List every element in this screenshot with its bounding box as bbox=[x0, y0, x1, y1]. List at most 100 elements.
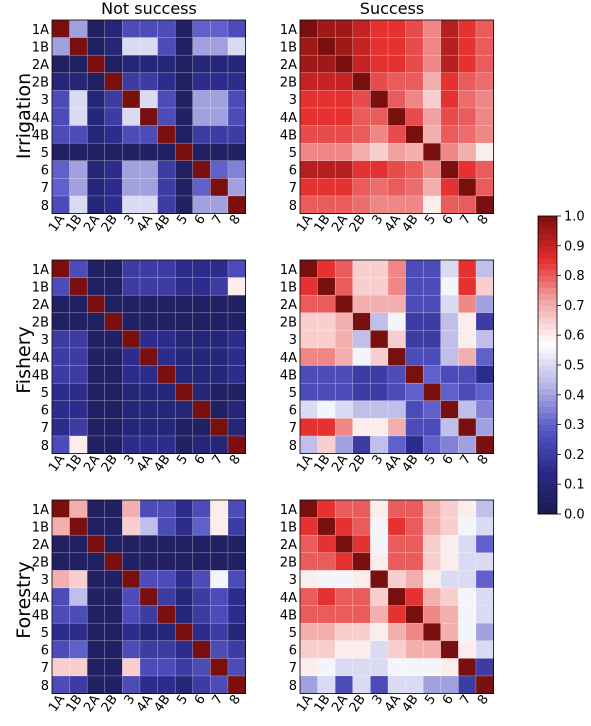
heatmap-cell bbox=[317, 142, 336, 162]
heatmap-cell bbox=[69, 330, 88, 349]
heatmap-cell bbox=[370, 259, 389, 278]
heatmap-cell bbox=[299, 72, 318, 91]
y-tick-label: 1A bbox=[280, 263, 297, 278]
heatmap-cell bbox=[299, 499, 318, 518]
heatmap-cell bbox=[139, 90, 158, 109]
heatmap-cell bbox=[174, 312, 194, 331]
heatmap-cell bbox=[440, 622, 459, 642]
heatmap-cell bbox=[139, 178, 158, 197]
heatmap-cell bbox=[104, 160, 123, 179]
heatmap-cell bbox=[352, 499, 371, 518]
heatmap-cell bbox=[405, 382, 424, 402]
heatmap-cell bbox=[405, 125, 424, 144]
heatmap-cell bbox=[157, 54, 176, 74]
heatmap-cell bbox=[458, 499, 477, 518]
heatmap-cell bbox=[86, 517, 106, 536]
heatmap-cell bbox=[317, 499, 336, 518]
heatmap-cell bbox=[458, 54, 477, 74]
heatmap-cell bbox=[227, 125, 246, 144]
heatmap-cell bbox=[122, 499, 141, 518]
heatmap-cell bbox=[475, 435, 494, 454]
y-tick-label: 3 bbox=[289, 573, 297, 588]
heatmap-cell bbox=[192, 294, 211, 314]
heatmap-cell bbox=[440, 107, 459, 126]
heatmap-cell bbox=[122, 347, 141, 366]
heatmap-cell bbox=[69, 517, 88, 536]
heatmap-cell bbox=[352, 552, 371, 571]
heatmap-cell bbox=[122, 37, 141, 56]
heatmap-cell bbox=[475, 658, 494, 677]
heatmap-cell bbox=[69, 622, 88, 642]
heatmap-cell bbox=[458, 418, 477, 437]
heatmap-cell bbox=[352, 365, 371, 384]
heatmap-cell bbox=[51, 605, 70, 624]
heatmap-cell bbox=[69, 107, 88, 126]
heatmap-cell bbox=[299, 178, 318, 197]
panel-frame bbox=[51, 259, 247, 455]
heatmap-cell bbox=[405, 435, 424, 454]
heatmap-cell bbox=[210, 72, 229, 91]
heatmap-cell bbox=[299, 400, 318, 419]
heatmap-cell bbox=[174, 294, 194, 314]
heatmap-cell bbox=[210, 125, 229, 144]
heatmap-cell bbox=[104, 365, 123, 384]
heatmap-cell bbox=[122, 534, 141, 554]
heatmap-cell bbox=[317, 90, 336, 109]
heatmap-cell bbox=[334, 347, 354, 366]
heatmap-cell bbox=[69, 435, 88, 454]
heatmap-cell bbox=[210, 160, 229, 179]
heatmap-cell bbox=[174, 347, 194, 366]
x-tick-label: 4B bbox=[152, 692, 174, 715]
heatmap-cell bbox=[440, 72, 459, 91]
heatmap-cell bbox=[440, 658, 459, 677]
heatmap-cell bbox=[227, 107, 246, 126]
heatmap-cell bbox=[475, 499, 494, 518]
colorbar-band bbox=[538, 359, 557, 366]
y-tick-label: 4A bbox=[280, 351, 297, 366]
heatmap-cell bbox=[334, 499, 354, 518]
heatmap-cell bbox=[69, 605, 88, 624]
heatmap-cell bbox=[192, 675, 211, 694]
colorbar-band bbox=[538, 460, 557, 467]
heatmap-cell bbox=[475, 382, 494, 402]
heatmap-cell bbox=[370, 107, 389, 126]
heatmap-cell bbox=[122, 382, 141, 402]
heatmap-cell bbox=[51, 107, 70, 126]
heatmap-cell bbox=[174, 178, 194, 197]
heatmap-cell bbox=[210, 142, 229, 162]
heatmap-cell bbox=[405, 277, 424, 296]
heatmap-cell bbox=[458, 160, 477, 179]
heatmap-cell bbox=[192, 658, 211, 677]
heatmap-cell bbox=[139, 640, 158, 659]
heatmap-cell bbox=[440, 54, 459, 74]
heatmap-cell bbox=[227, 605, 246, 624]
colorbar-band bbox=[538, 293, 557, 300]
colorbar-band bbox=[538, 490, 557, 497]
heatmap-cell bbox=[227, 418, 246, 437]
heatmap-cell bbox=[210, 418, 229, 437]
y-tick-label: 1A bbox=[32, 503, 49, 518]
heatmap-cell bbox=[192, 178, 211, 197]
heatmap-cell bbox=[174, 587, 194, 606]
y-tick-label: 5 bbox=[41, 626, 49, 641]
heatmap-cell bbox=[139, 605, 158, 624]
heatmap-cell bbox=[458, 382, 477, 402]
heatmap-cell bbox=[139, 675, 158, 694]
heatmap-cell bbox=[210, 178, 229, 197]
colorbar-band bbox=[538, 418, 557, 425]
heatmap-cell bbox=[334, 418, 354, 437]
heatmap-cell bbox=[352, 160, 371, 179]
colorbar-band bbox=[538, 239, 557, 247]
heatmap-cell bbox=[440, 125, 459, 144]
heatmap-cell bbox=[317, 19, 336, 38]
heatmap-cell bbox=[104, 312, 123, 331]
x-tick-label: 5 bbox=[174, 692, 191, 707]
heatmap-cell bbox=[51, 658, 70, 677]
heatmap-cell bbox=[139, 517, 158, 536]
heatmap-cell bbox=[122, 552, 141, 571]
y-tick-label: 6 bbox=[41, 404, 49, 419]
row-title-fishery: Fishery bbox=[13, 326, 35, 394]
y-tick-label: 2B bbox=[280, 316, 297, 331]
heatmap-cell bbox=[458, 605, 477, 624]
